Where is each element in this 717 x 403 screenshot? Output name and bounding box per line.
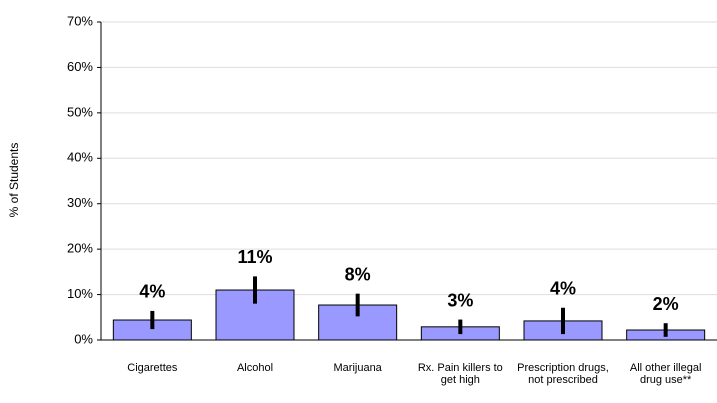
y-tick-label: 50%: [67, 104, 93, 119]
y-tick-label: 40%: [67, 150, 93, 165]
x-tick-label: Rx. Pain killers to get high: [417, 362, 503, 386]
value-label: 3%: [447, 290, 473, 310]
value-label: 8%: [345, 264, 371, 284]
x-tick-label: Cigarettes: [127, 362, 178, 374]
x-tick-label: All other illegal drug use**: [629, 362, 702, 386]
y-tick-label: 20%: [67, 241, 93, 256]
y-tick-label: 0%: [74, 331, 93, 346]
y-tick-label: 70%: [67, 13, 93, 28]
x-tick-label: Prescription drugs, not prescribed: [517, 362, 609, 386]
y-tick-label: 30%: [67, 195, 93, 210]
value-label: 11%: [237, 247, 272, 267]
y-axis-label: % of Students: [7, 143, 21, 218]
value-label: 4%: [139, 282, 165, 302]
value-label: 4%: [550, 278, 576, 298]
x-tick-label: Alcohol: [236, 362, 274, 374]
y-tick-label: 10%: [67, 286, 93, 301]
value-label: 2%: [653, 294, 679, 314]
x-tick-label: Marijuana: [333, 362, 382, 374]
y-tick-label: 60%: [67, 59, 93, 74]
